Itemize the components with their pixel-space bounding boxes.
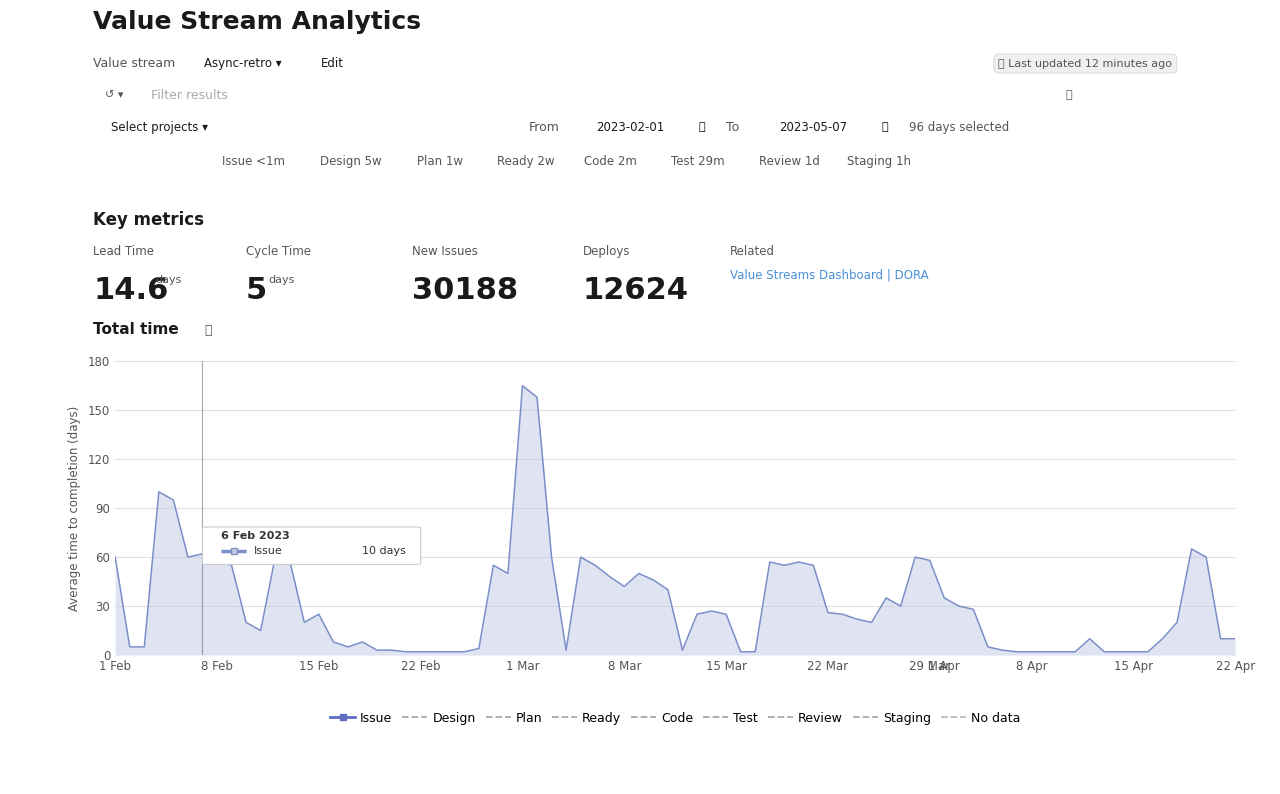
Text: Overview 9w: Overview 9w	[105, 155, 191, 168]
Text: From: From	[529, 121, 559, 133]
Text: days: days	[269, 275, 296, 285]
Text: days: days	[155, 275, 182, 285]
Text: Value Stream Analytics: Value Stream Analytics	[93, 10, 421, 33]
Y-axis label: Average time to completion (days): Average time to completion (days)	[68, 406, 81, 611]
Text: 30188: 30188	[412, 276, 518, 306]
Text: Lead Time: Lead Time	[93, 245, 155, 257]
Legend: Issue, Design, Plan, Ready, Code, Test, Review, Staging, No data: Issue, Design, Plan, Ready, Code, Test, …	[325, 707, 1025, 730]
Text: Cycle Time: Cycle Time	[246, 245, 311, 257]
Text: 12624: 12624	[582, 276, 689, 306]
Text: Design 5w: Design 5w	[320, 155, 381, 168]
Text: Issue <1m: Issue <1m	[221, 155, 285, 168]
Text: Key metrics: Key metrics	[93, 211, 205, 229]
Text: Deploys: Deploys	[582, 245, 630, 257]
Text: New Issues: New Issues	[412, 245, 477, 257]
Text: Value Streams Dashboard | DORA: Value Streams Dashboard | DORA	[730, 268, 928, 281]
Text: Plan 1w: Plan 1w	[417, 155, 463, 168]
Text: 10 days: 10 days	[362, 545, 406, 556]
Text: Staging 1h: Staging 1h	[847, 155, 911, 168]
Text: ↺ ▾: ↺ ▾	[105, 91, 124, 100]
FancyBboxPatch shape	[202, 527, 421, 565]
Text: Test 29m: Test 29m	[671, 155, 724, 168]
Text: ⓘ Last updated 12 minutes ago: ⓘ Last updated 12 minutes ago	[998, 59, 1172, 68]
Text: 🔍: 🔍	[1065, 91, 1073, 100]
Text: Ready 2w: Ready 2w	[497, 155, 554, 168]
Text: ⓘ: ⓘ	[205, 324, 212, 337]
Text: Select projects ▾: Select projects ▾	[111, 121, 207, 133]
Text: 6 Feb 2023: 6 Feb 2023	[221, 530, 291, 541]
Text: 2023-05-07: 2023-05-07	[778, 121, 847, 133]
Text: Review 1d: Review 1d	[759, 155, 820, 168]
Text: 2023-02-01: 2023-02-01	[595, 121, 664, 133]
Text: Filter results: Filter results	[151, 89, 228, 102]
Text: 14.6: 14.6	[93, 276, 169, 306]
Text: 📅: 📅	[699, 122, 705, 132]
Text: To: To	[726, 121, 739, 133]
Text: Total time: Total time	[93, 322, 179, 337]
Text: Code 2m: Code 2m	[584, 155, 637, 168]
Text: 📅: 📅	[882, 122, 888, 132]
Text: Related: Related	[730, 245, 774, 257]
Text: Value stream: Value stream	[93, 57, 175, 70]
Text: Edit: Edit	[321, 57, 344, 70]
Text: Async-retro ▾: Async-retro ▾	[205, 57, 282, 70]
Text: 5: 5	[246, 276, 268, 306]
Text: Issue: Issue	[253, 545, 282, 556]
Text: 96 days selected: 96 days selected	[909, 121, 1009, 133]
